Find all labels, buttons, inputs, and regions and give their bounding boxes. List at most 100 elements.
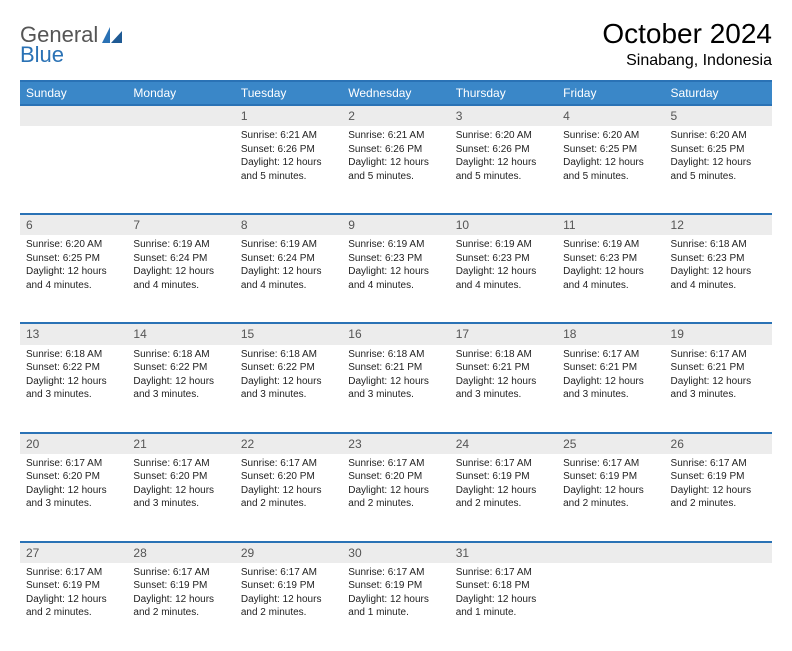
weekday-header: Tuesday xyxy=(235,81,342,105)
day-cell: Sunrise: 6:18 AMSunset: 6:21 PMDaylight:… xyxy=(450,345,557,433)
day-cell: Sunrise: 6:18 AMSunset: 6:21 PMDaylight:… xyxy=(342,345,449,433)
location-label: Sinabang, Indonesia xyxy=(602,52,772,70)
day-number: 4 xyxy=(557,105,664,126)
daylight-text: Daylight: 12 hours and 5 minutes. xyxy=(671,156,766,183)
sunset-text: Sunset: 6:22 PM xyxy=(241,361,336,375)
weekday-header: Sunday xyxy=(20,81,127,105)
sunset-text: Sunset: 6:20 PM xyxy=(26,470,121,484)
sunset-text: Sunset: 6:25 PM xyxy=(563,143,658,157)
header: General October 2024 Sinabang, Indonesia xyxy=(20,18,772,70)
day-cell: Sunrise: 6:20 AMSunset: 6:25 PMDaylight:… xyxy=(665,126,772,214)
day-number: 18 xyxy=(557,323,664,344)
sunrise-text: Sunrise: 6:17 AM xyxy=(456,566,551,580)
weekday-row: SundayMondayTuesdayWednesdayThursdayFrid… xyxy=(20,81,772,105)
sunrise-text: Sunrise: 6:17 AM xyxy=(241,566,336,580)
sunset-text: Sunset: 6:20 PM xyxy=(241,470,336,484)
day-number: 8 xyxy=(235,214,342,235)
sunrise-text: Sunrise: 6:19 AM xyxy=(563,238,658,252)
day-cell: Sunrise: 6:19 AMSunset: 6:23 PMDaylight:… xyxy=(342,235,449,323)
sunset-text: Sunset: 6:19 PM xyxy=(348,579,443,593)
daynum-row: 13141516171819 xyxy=(20,323,772,344)
sunset-text: Sunset: 6:26 PM xyxy=(241,143,336,157)
day-cell: Sunrise: 6:17 AMSunset: 6:20 PMDaylight:… xyxy=(127,454,234,542)
weekday-header: Thursday xyxy=(450,81,557,105)
daynum-row: 12345 xyxy=(20,105,772,126)
sunrise-text: Sunrise: 6:20 AM xyxy=(563,129,658,143)
day-number: 7 xyxy=(127,214,234,235)
day-number: 11 xyxy=(557,214,664,235)
weekday-header: Monday xyxy=(127,81,234,105)
sunset-text: Sunset: 6:25 PM xyxy=(26,252,121,266)
day-cell xyxy=(20,126,127,214)
sunset-text: Sunset: 6:21 PM xyxy=(456,361,551,375)
day-number: 27 xyxy=(20,542,127,563)
day-number: 22 xyxy=(235,433,342,454)
day-number: 5 xyxy=(665,105,772,126)
day-cell: Sunrise: 6:20 AMSunset: 6:25 PMDaylight:… xyxy=(20,235,127,323)
sunrise-text: Sunrise: 6:18 AM xyxy=(26,348,121,362)
day-cell: Sunrise: 6:17 AMSunset: 6:18 PMDaylight:… xyxy=(450,563,557,651)
sunrise-text: Sunrise: 6:17 AM xyxy=(241,457,336,471)
daylight-text: Daylight: 12 hours and 1 minute. xyxy=(456,593,551,620)
weekday-header: Friday xyxy=(557,81,664,105)
day-number: 1 xyxy=(235,105,342,126)
sunset-text: Sunset: 6:19 PM xyxy=(26,579,121,593)
sunset-text: Sunset: 6:20 PM xyxy=(133,470,228,484)
daybody-row: Sunrise: 6:17 AMSunset: 6:20 PMDaylight:… xyxy=(20,454,772,542)
day-cell: Sunrise: 6:17 AMSunset: 6:20 PMDaylight:… xyxy=(235,454,342,542)
logo-text-blue: Blue xyxy=(20,42,64,67)
day-cell: Sunrise: 6:20 AMSunset: 6:25 PMDaylight:… xyxy=(557,126,664,214)
daylight-text: Daylight: 12 hours and 3 minutes. xyxy=(563,375,658,402)
daylight-text: Daylight: 12 hours and 3 minutes. xyxy=(26,484,121,511)
sunrise-text: Sunrise: 6:21 AM xyxy=(241,129,336,143)
sunrise-text: Sunrise: 6:17 AM xyxy=(671,348,766,362)
daybody-row: Sunrise: 6:20 AMSunset: 6:25 PMDaylight:… xyxy=(20,235,772,323)
day-number: 19 xyxy=(665,323,772,344)
calendar-table: SundayMondayTuesdayWednesdayThursdayFrid… xyxy=(20,80,772,651)
sunrise-text: Sunrise: 6:19 AM xyxy=(456,238,551,252)
sunset-text: Sunset: 6:19 PM xyxy=(241,579,336,593)
sunrise-text: Sunrise: 6:20 AM xyxy=(671,129,766,143)
day-number: 16 xyxy=(342,323,449,344)
sunrise-text: Sunrise: 6:17 AM xyxy=(456,457,551,471)
day-cell: Sunrise: 6:17 AMSunset: 6:21 PMDaylight:… xyxy=(557,345,664,433)
daylight-text: Daylight: 12 hours and 4 minutes. xyxy=(26,265,121,292)
day-cell: Sunrise: 6:17 AMSunset: 6:20 PMDaylight:… xyxy=(342,454,449,542)
daylight-text: Daylight: 12 hours and 2 minutes. xyxy=(26,593,121,620)
day-cell: Sunrise: 6:17 AMSunset: 6:19 PMDaylight:… xyxy=(20,563,127,651)
sunset-text: Sunset: 6:23 PM xyxy=(348,252,443,266)
day-cell: Sunrise: 6:18 AMSunset: 6:22 PMDaylight:… xyxy=(127,345,234,433)
sunrise-text: Sunrise: 6:19 AM xyxy=(133,238,228,252)
sunrise-text: Sunrise: 6:17 AM xyxy=(348,457,443,471)
daylight-text: Daylight: 12 hours and 4 minutes. xyxy=(671,265,766,292)
day-cell: Sunrise: 6:17 AMSunset: 6:20 PMDaylight:… xyxy=(20,454,127,542)
day-cell: Sunrise: 6:21 AMSunset: 6:26 PMDaylight:… xyxy=(235,126,342,214)
daylight-text: Daylight: 12 hours and 1 minute. xyxy=(348,593,443,620)
day-cell: Sunrise: 6:21 AMSunset: 6:26 PMDaylight:… xyxy=(342,126,449,214)
day-number xyxy=(127,105,234,126)
daylight-text: Daylight: 12 hours and 2 minutes. xyxy=(671,484,766,511)
day-cell xyxy=(557,563,664,651)
daylight-text: Daylight: 12 hours and 3 minutes. xyxy=(671,375,766,402)
daylight-text: Daylight: 12 hours and 4 minutes. xyxy=(241,265,336,292)
day-number xyxy=(20,105,127,126)
sunset-text: Sunset: 6:18 PM xyxy=(456,579,551,593)
daynum-row: 2728293031 xyxy=(20,542,772,563)
calendar-head: SundayMondayTuesdayWednesdayThursdayFrid… xyxy=(20,81,772,105)
day-number: 30 xyxy=(342,542,449,563)
sunrise-text: Sunrise: 6:18 AM xyxy=(671,238,766,252)
day-number: 14 xyxy=(127,323,234,344)
sunrise-text: Sunrise: 6:17 AM xyxy=(133,566,228,580)
day-number xyxy=(557,542,664,563)
sunrise-text: Sunrise: 6:17 AM xyxy=(133,457,228,471)
daylight-text: Daylight: 12 hours and 4 minutes. xyxy=(133,265,228,292)
day-cell: Sunrise: 6:19 AMSunset: 6:24 PMDaylight:… xyxy=(127,235,234,323)
sunrise-text: Sunrise: 6:20 AM xyxy=(26,238,121,252)
day-number: 28 xyxy=(127,542,234,563)
weekday-header: Saturday xyxy=(665,81,772,105)
day-number: 9 xyxy=(342,214,449,235)
day-cell: Sunrise: 6:17 AMSunset: 6:19 PMDaylight:… xyxy=(235,563,342,651)
sunset-text: Sunset: 6:20 PM xyxy=(348,470,443,484)
sunset-text: Sunset: 6:25 PM xyxy=(671,143,766,157)
sunrise-text: Sunrise: 6:18 AM xyxy=(241,348,336,362)
